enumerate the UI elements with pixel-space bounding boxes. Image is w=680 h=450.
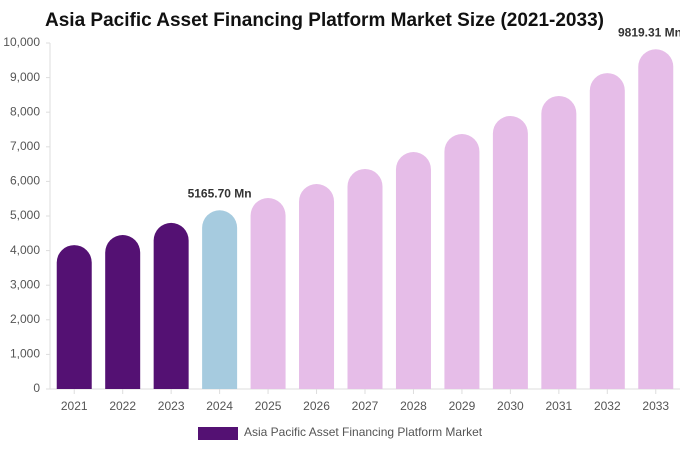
x-tick-label: 2026 [303, 399, 330, 413]
x-tick-label: 2021 [61, 399, 88, 413]
bar [56, 245, 92, 389]
bar [589, 73, 625, 390]
bar [444, 133, 480, 389]
x-tick-label: 2027 [352, 399, 379, 413]
x-tick-label: 2028 [400, 399, 427, 413]
bar [105, 235, 141, 389]
x-tick-label: 2024 [206, 399, 233, 413]
x-tick-label: 2022 [109, 399, 136, 413]
data-label: 9819.31 Mn [618, 25, 680, 39]
y-tick-label: 3,000 [10, 277, 40, 291]
x-tick-label: 2025 [255, 399, 282, 413]
y-tick-label: 7,000 [10, 139, 40, 153]
y-tick-label: 10,000 [3, 35, 40, 49]
bar [395, 151, 431, 389]
x-tick-label: 2029 [449, 399, 476, 413]
y-tick-label: 2,000 [10, 312, 40, 326]
legend-swatch [198, 427, 238, 440]
x-tick-label: 2031 [545, 399, 572, 413]
bar [250, 198, 286, 389]
x-tick-label: 2023 [158, 399, 185, 413]
bar [202, 210, 238, 389]
bar [153, 222, 189, 389]
bar [638, 49, 674, 389]
y-tick-label: 4,000 [10, 243, 40, 257]
x-tick-label: 2033 [642, 399, 669, 413]
y-tick-label: 5,000 [10, 208, 40, 222]
y-tick-label: 8,000 [10, 104, 40, 118]
bar [347, 168, 383, 389]
bar [492, 116, 528, 390]
y-tick-label: 9,000 [10, 70, 40, 84]
chart-title: Asia Pacific Asset Financing Platform Ma… [45, 10, 604, 31]
bar [299, 183, 335, 389]
x-tick-label: 2032 [594, 399, 621, 413]
y-tick-label: 0 [33, 381, 40, 395]
y-tick-label: 6,000 [10, 174, 40, 188]
x-tick-label: 2030 [497, 399, 524, 413]
bar [541, 95, 577, 390]
y-tick-label: 1,000 [10, 347, 40, 361]
legend-label: Asia Pacific Asset Financing Platform Ma… [244, 425, 483, 439]
data-label: 5165.70 Mn [188, 186, 252, 200]
